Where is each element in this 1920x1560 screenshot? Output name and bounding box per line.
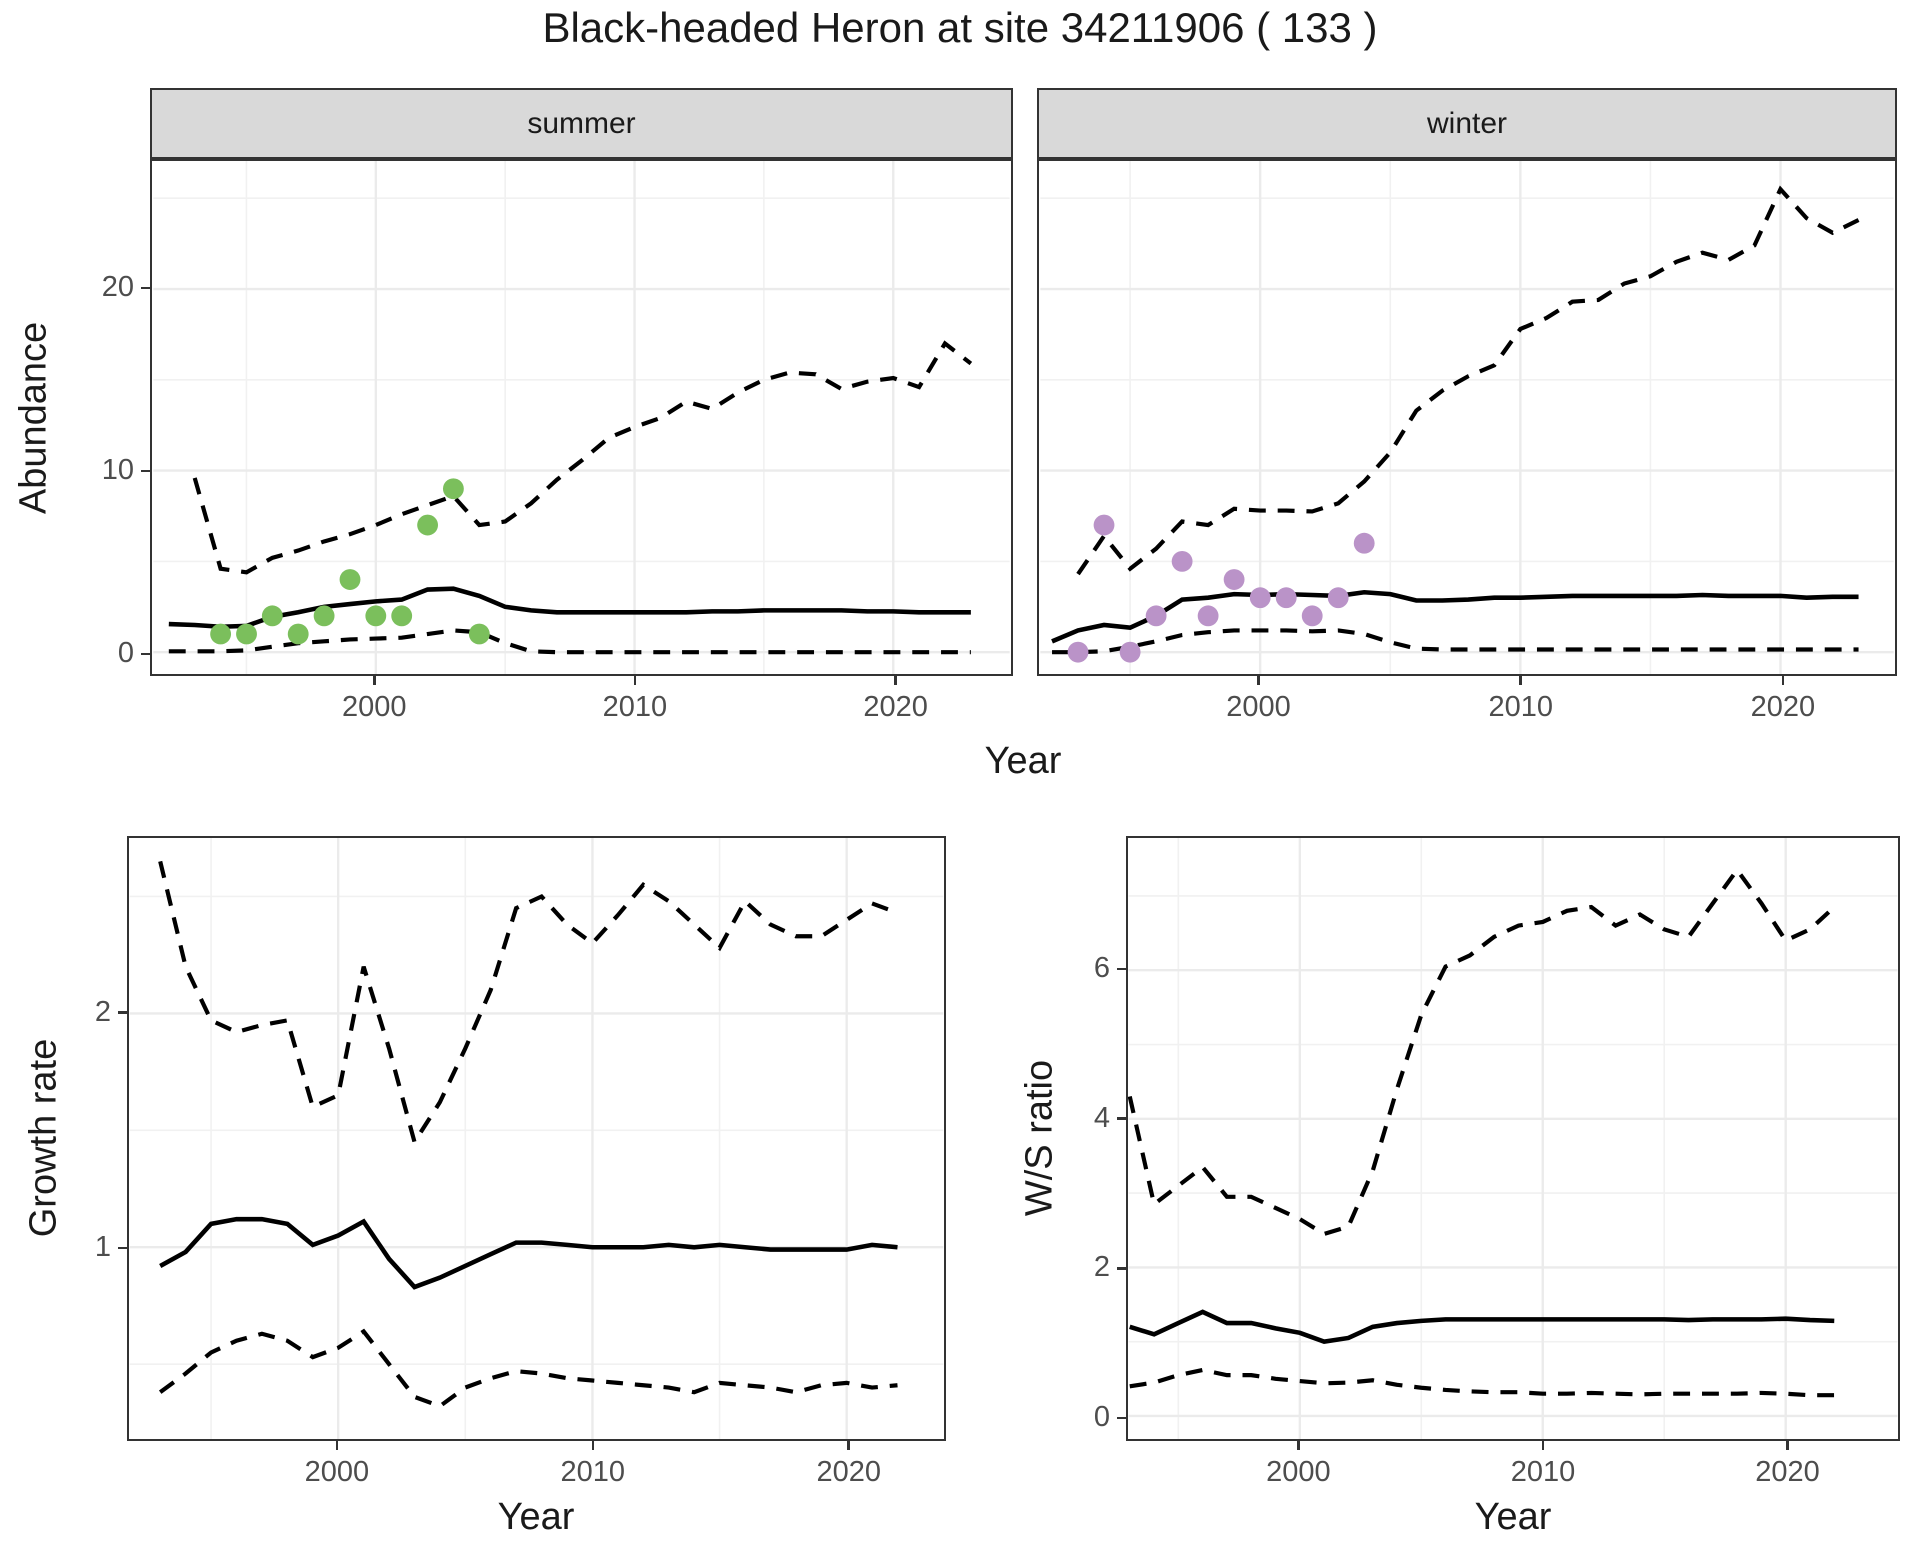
growth-rate-upper-95ci-line [158, 860, 899, 1148]
observed-counts-winter-point [1249, 587, 1271, 609]
observed-counts-winter-point [1223, 569, 1245, 590]
y-tick [1117, 967, 1126, 971]
summer-abundance-median-line [168, 586, 971, 630]
x-tick [1781, 676, 1785, 685]
y-tick-label: 2 [94, 995, 111, 1028]
ws-ratio-lower-95ci-line [1129, 1367, 1835, 1398]
summer-abundance-panel [150, 159, 1013, 676]
x-tick-label: 2020 [1750, 691, 1816, 723]
x-tick-label: 2010 [1510, 1456, 1576, 1488]
growth-rate-axis-title: Growth rate [22, 1038, 65, 1238]
ws-year-axis-title: Year [1474, 1496, 1552, 1538]
y-tick-label: 0 [117, 637, 134, 670]
observed-counts-summer-point [417, 514, 439, 536]
y-tick [118, 1011, 127, 1014]
abundance-axis-title: Abundance [12, 321, 55, 515]
observed-counts-winter-point [1119, 641, 1141, 663]
summer-abundance-lower-95ci-line [168, 628, 971, 655]
x-tick-label: 2020 [816, 1456, 881, 1488]
top-year-axis-title: Year [984, 740, 1062, 782]
observed-counts-winter-point [1145, 605, 1167, 627]
y-tick-label: 6 [1093, 952, 1110, 985]
y-tick-label: 0 [1093, 1400, 1110, 1433]
growth-rate-panel [127, 836, 946, 1441]
observed-counts-summer-point [468, 623, 490, 645]
y-tick-label: 2 [1093, 1251, 1110, 1284]
x-tick [633, 676, 637, 685]
observed-counts-winter-point [1093, 514, 1115, 536]
x-tick-label: 2010 [1488, 691, 1553, 723]
observed-counts-summer-point [442, 478, 464, 500]
y-tick [118, 1246, 127, 1250]
growth-year-axis-title: Year [497, 1496, 575, 1538]
observed-counts-winter-point [1197, 605, 1219, 627]
x-tick-label: 2000 [304, 1456, 370, 1488]
x-tick [372, 676, 376, 685]
facet-strip-summer: summer [150, 88, 1013, 159]
x-tick-label: 2000 [1266, 1456, 1331, 1488]
observed-counts-winter-point [1327, 587, 1349, 609]
x-tick [1519, 676, 1523, 685]
y-tick-label: 4 [1093, 1101, 1110, 1134]
summer-abundance-upper-95ci-line [192, 340, 973, 575]
ws-ratio-median-line [1129, 1309, 1835, 1344]
y-tick [141, 652, 150, 656]
y-tick [141, 286, 150, 290]
y-tick [141, 469, 150, 473]
x-tick-label: 2020 [1755, 1456, 1820, 1488]
growth-rate-lower-95ci-line [158, 1328, 898, 1409]
observed-counts-summer-point [287, 623, 309, 645]
winter-abundance-lower-95ci-line [1052, 628, 1859, 655]
chart-title: Black-headed Heron at site 34211906 ( 13… [542, 4, 1378, 51]
x-tick [1541, 1441, 1545, 1450]
x-tick-label: 2000 [341, 691, 407, 723]
observed-counts-summer-point [261, 605, 283, 627]
x-tick-label: 2010 [602, 691, 668, 723]
y-tick [1117, 1416, 1126, 1420]
x-tick [335, 1441, 339, 1450]
y-tick-label: 10 [101, 454, 134, 487]
observed-counts-winter-point [1067, 641, 1089, 663]
winter-abundance-upper-95ci-line [1076, 185, 1860, 576]
observed-counts-winter-point [1275, 587, 1297, 609]
x-tick-label: 2020 [863, 691, 928, 723]
x-tick [847, 1441, 851, 1450]
facet-strip-summer-label: summer [527, 106, 636, 140]
observed-counts-summer-point [339, 569, 361, 590]
ws-ratio-upper-95ci-line [1128, 866, 1836, 1237]
winter-abundance-median-line [1051, 589, 1859, 644]
x-tick [1786, 1441, 1789, 1450]
observed-counts-summer-point [210, 623, 232, 645]
observed-counts-summer-point [236, 623, 257, 645]
x-tick-label: 2000 [1226, 691, 1291, 723]
observed-counts-summer-point [313, 605, 335, 627]
observed-counts-summer-point [391, 605, 413, 627]
x-tick [591, 1441, 595, 1450]
x-tick [894, 676, 897, 685]
growth-rate-median-line [159, 1216, 898, 1290]
x-tick-label: 2010 [560, 1456, 626, 1488]
y-tick-label: 1 [94, 1230, 111, 1263]
winter-abundance-panel [1037, 159, 1897, 676]
y-tick [1117, 1266, 1126, 1270]
facet-strip-winter: winter [1037, 88, 1897, 159]
observed-counts-winter-point [1353, 532, 1375, 554]
observed-counts-summer-point [365, 605, 387, 627]
observed-counts-winter-point [1171, 550, 1193, 572]
ws-ratio-axis-title: W/S ratio [1018, 1059, 1061, 1217]
y-tick-label: 20 [101, 271, 134, 304]
observed-counts-winter-point [1301, 605, 1323, 627]
x-tick [1257, 676, 1260, 685]
y-tick [1117, 1117, 1126, 1120]
x-tick [1297, 1441, 1300, 1450]
facet-strip-winter-label: winter [1426, 106, 1508, 140]
ws-ratio-panel [1126, 836, 1900, 1441]
